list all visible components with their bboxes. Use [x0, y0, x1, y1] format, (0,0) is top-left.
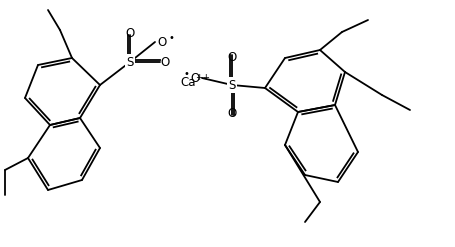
- Text: Ca: Ca: [180, 76, 195, 88]
- Text: S: S: [228, 79, 235, 91]
- Text: O: O: [227, 50, 236, 63]
- Text: O: O: [227, 106, 236, 120]
- Text: O: O: [157, 36, 166, 48]
- Text: ++: ++: [195, 73, 210, 82]
- Text: •: •: [168, 33, 173, 43]
- Text: O: O: [190, 71, 199, 84]
- Text: O: O: [160, 56, 169, 68]
- Text: S: S: [126, 56, 133, 68]
- Text: O: O: [125, 26, 134, 40]
- Text: •: •: [182, 69, 188, 79]
